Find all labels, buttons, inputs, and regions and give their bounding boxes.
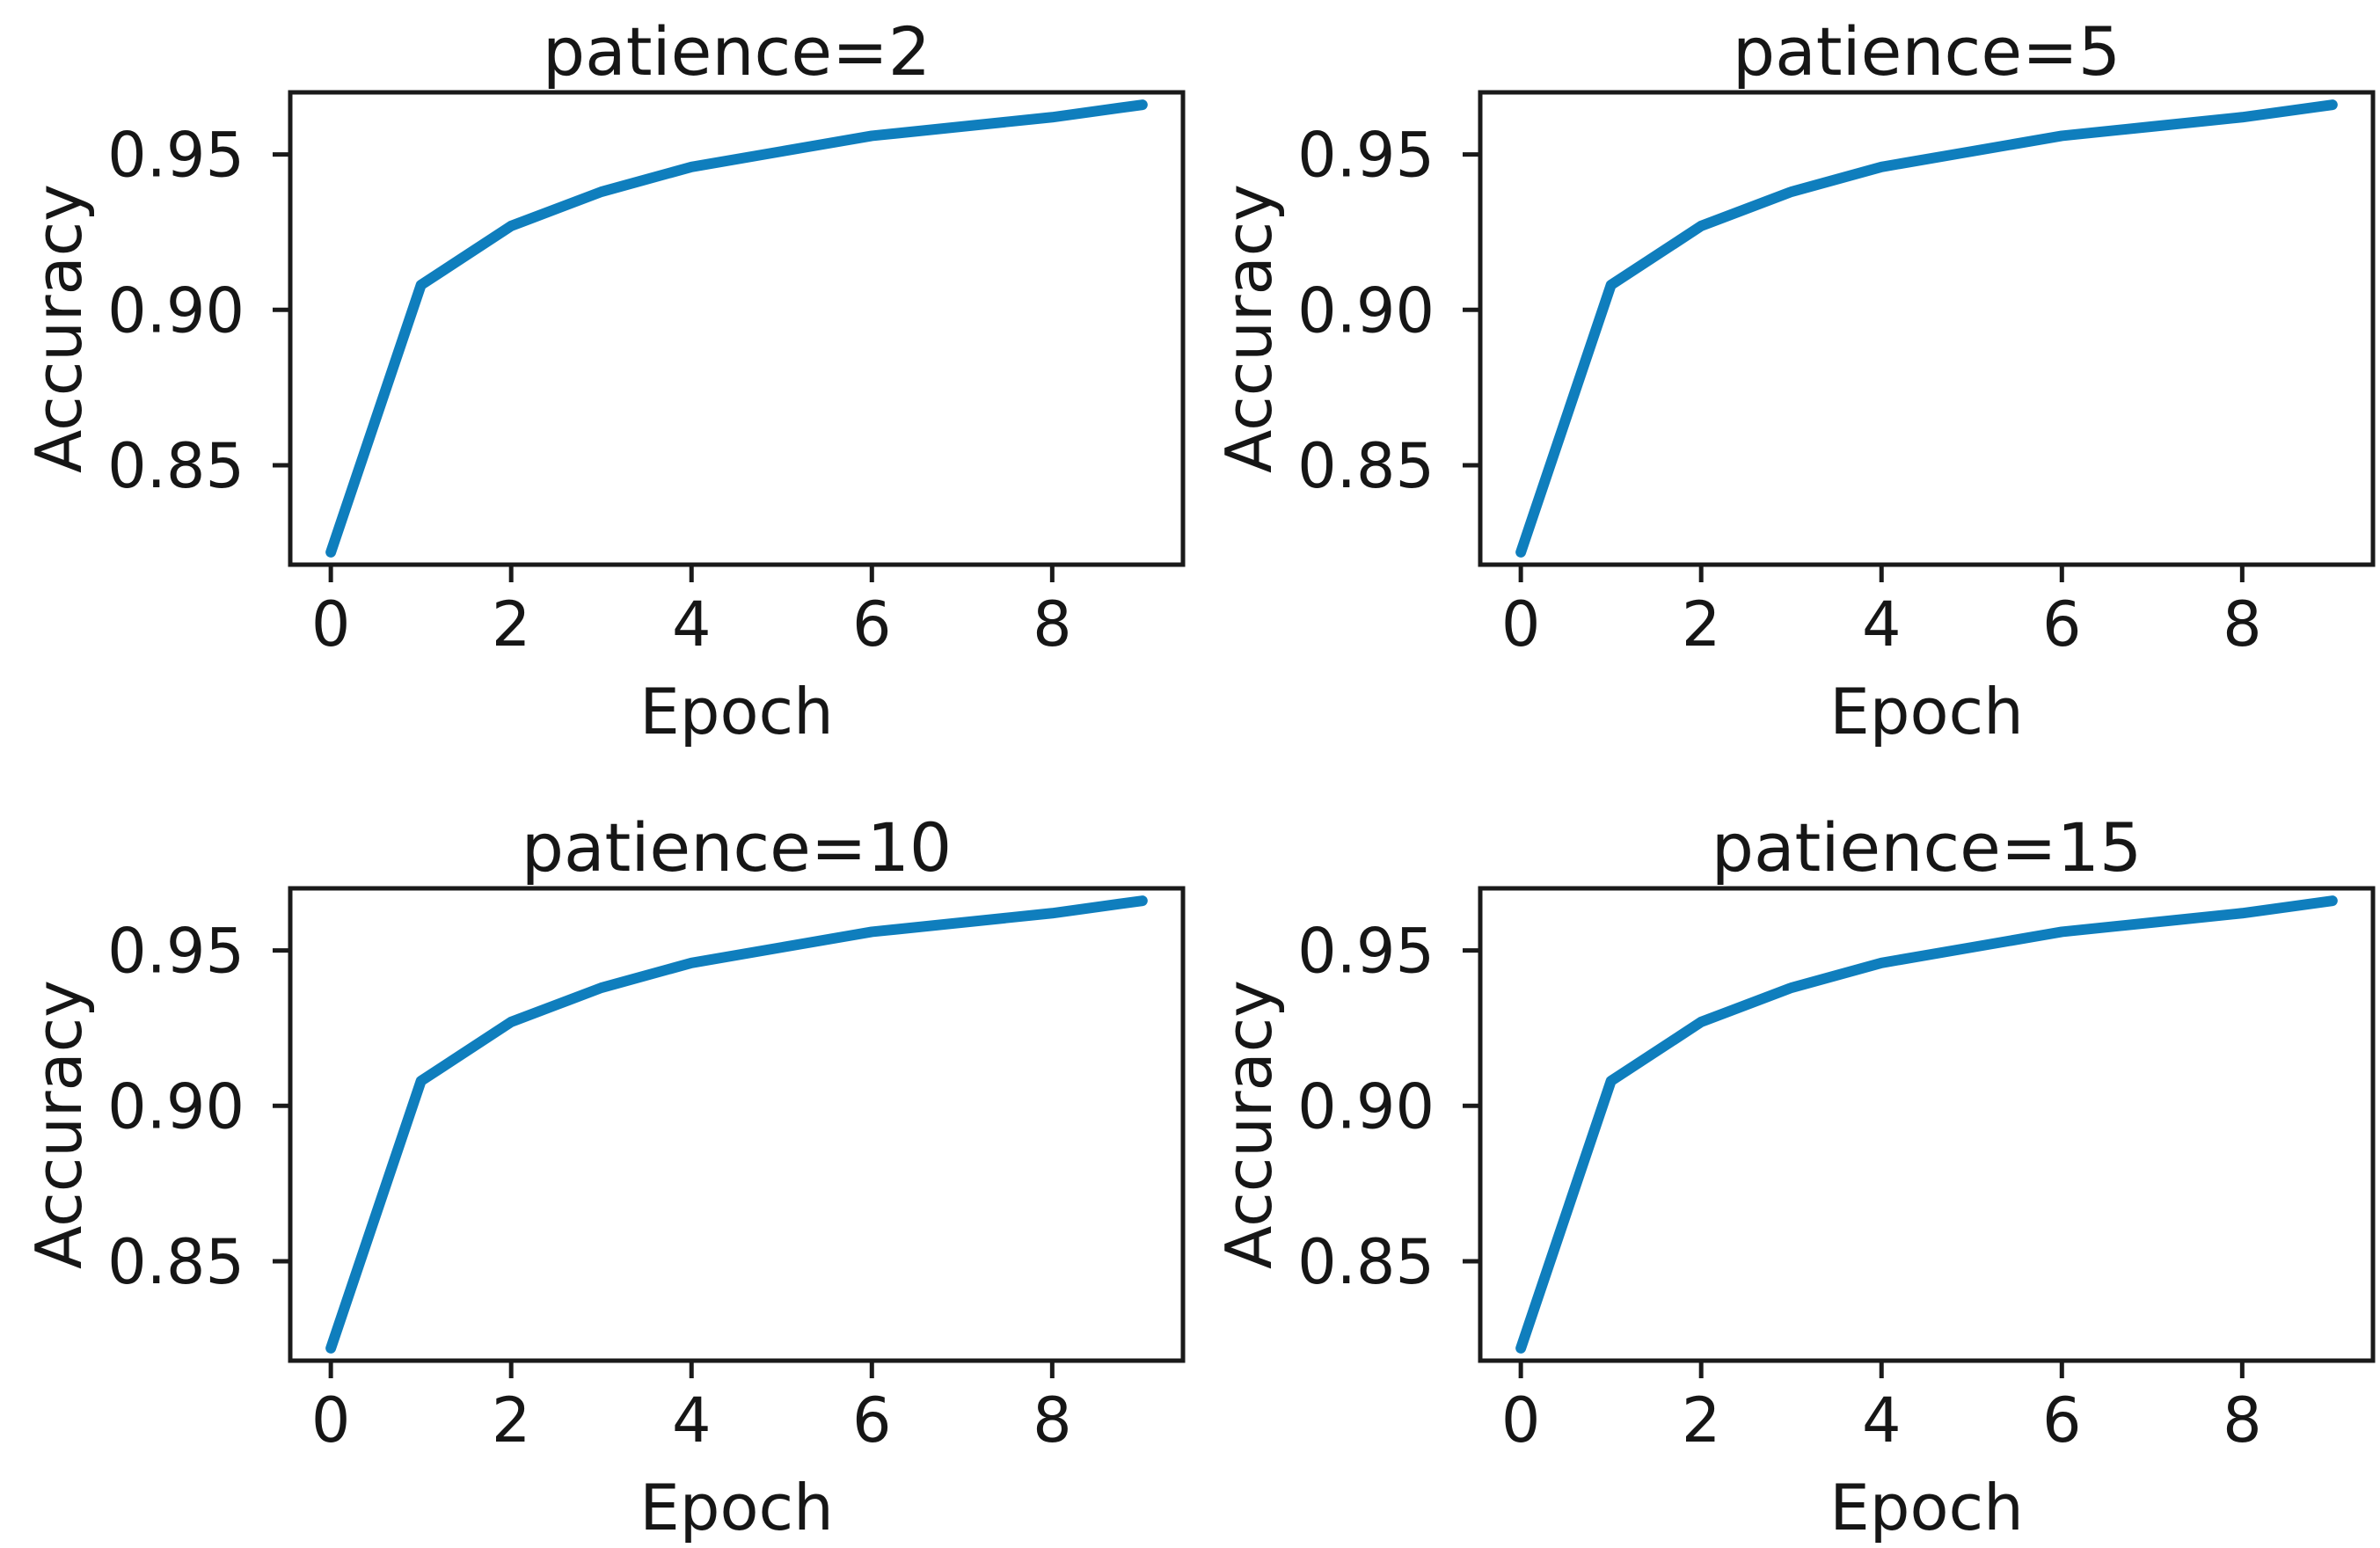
y-tick-label: 0.95 <box>1297 916 1435 988</box>
y-tick-label: 0.90 <box>107 274 245 347</box>
subplot-title: patience=10 <box>522 808 953 887</box>
accuracy-line <box>325 99 1148 558</box>
x-tick-label: 2 <box>492 588 531 661</box>
subplot-title: patience=5 <box>1733 12 2121 91</box>
x-tick-label: 8 <box>2223 1384 2262 1457</box>
plot-area: 0 2 4 6 8 0.85 0.90 0.95 <box>107 886 1186 1457</box>
subplot-patience-5: 0 2 4 6 8 0.85 0.90 0.95 patience=5 Accuracy Ep… <box>1212 12 2376 748</box>
y-tick-label: 0.85 <box>107 430 245 502</box>
y-tick-label: 0.90 <box>1297 1070 1435 1143</box>
x-axis-label: Epoch <box>1829 675 2023 748</box>
x-tick-label: 4 <box>672 588 712 661</box>
y-axis-label: Accuracy <box>1212 184 1286 473</box>
subplot-patience-15: 0 2 4 6 8 0.85 0.90 0.95 patience=15 Accuracy E… <box>1212 808 2376 1544</box>
x-tick-label: 0 <box>311 1384 351 1457</box>
y-tick-label: 0.90 <box>1297 274 1435 347</box>
x-tick-label: 4 <box>672 1384 712 1457</box>
y-tick-label: 0.85 <box>1297 1226 1435 1298</box>
x-tick-label: 6 <box>2042 1384 2082 1457</box>
subplot-title: patience=2 <box>543 12 931 91</box>
y-tick-label: 0.95 <box>107 916 245 988</box>
x-tick-label: 6 <box>852 1384 892 1457</box>
x-tick-label: 2 <box>1682 1384 1721 1457</box>
plot-area: 0 2 4 6 8 0.85 0.90 0.95 <box>1297 90 2376 661</box>
x-tick-label: 8 <box>1033 588 1072 661</box>
x-axis-label: Epoch <box>639 1471 833 1544</box>
x-axis-label: Epoch <box>1829 1471 2023 1544</box>
y-axis-label: Accuracy <box>22 184 96 473</box>
y-axis-label: Accuracy <box>1212 980 1286 1269</box>
subplot-title: patience=15 <box>1712 808 2143 887</box>
subplot-patience-10: 0 2 4 6 8 0.85 0.90 0.95 patience=10 Accuracy E… <box>22 808 1186 1544</box>
accuracy-line <box>325 895 1148 1354</box>
y-tick-label: 0.90 <box>107 1070 245 1143</box>
plot-area: 0 2 4 6 8 0.85 0.90 0.95 <box>107 90 1186 661</box>
x-tick-label: 0 <box>1501 588 1541 661</box>
x-tick-label: 8 <box>1033 1384 1072 1457</box>
plot-area: 0 2 4 6 8 0.85 0.90 0.95 <box>1297 886 2376 1457</box>
y-tick-label: 0.95 <box>107 120 245 192</box>
x-axis-label: Epoch <box>639 675 833 748</box>
x-tick-label: 4 <box>1862 1384 1902 1457</box>
x-tick-label: 0 <box>311 588 351 661</box>
y-tick-label: 0.95 <box>1297 120 1435 192</box>
y-tick-label: 0.85 <box>1297 430 1435 502</box>
x-tick-label: 4 <box>1862 588 1902 661</box>
accuracy-line <box>1515 99 2338 558</box>
y-tick-label: 0.85 <box>107 1226 245 1298</box>
accuracy-line <box>1515 895 2338 1354</box>
x-tick-label: 6 <box>2042 588 2082 661</box>
x-tick-label: 6 <box>852 588 892 661</box>
x-tick-label: 2 <box>1682 588 1721 661</box>
x-tick-label: 0 <box>1501 1384 1541 1457</box>
subplot-patience-2: 0 2 4 6 8 0.85 0.90 0.95 patience=2 Accuracy Ep… <box>22 12 1186 748</box>
y-axis-label: Accuracy <box>22 980 96 1269</box>
x-tick-label: 2 <box>492 1384 531 1457</box>
x-tick-label: 8 <box>2223 588 2262 661</box>
